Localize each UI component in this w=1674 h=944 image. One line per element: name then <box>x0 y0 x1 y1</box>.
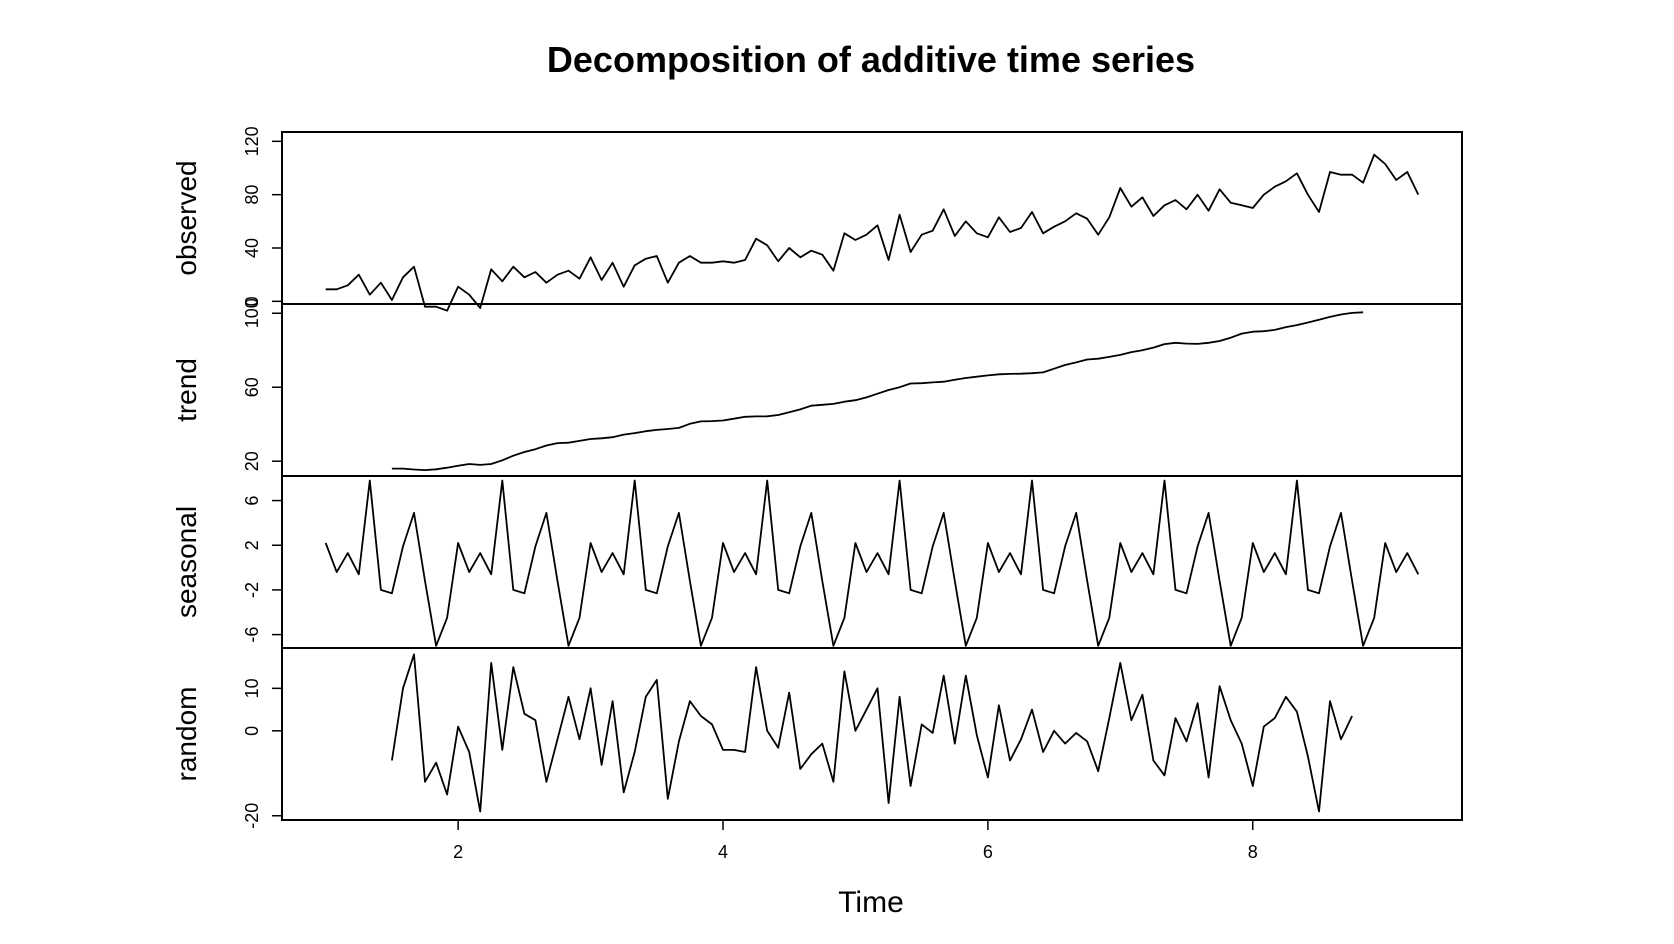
x-tick-label: 2 <box>453 842 463 862</box>
x-tick-label: 8 <box>1248 842 1258 862</box>
y-tick-label: 60 <box>242 377 262 397</box>
panel-random: -20 0 10 random <box>171 647 1463 829</box>
panel-trend: 20 60 100 trend <box>171 298 1463 477</box>
y-tick-label: 6 <box>242 496 262 506</box>
panel-label-seasonal: seasonal <box>171 506 202 618</box>
y-tick-label: 40 <box>242 238 262 258</box>
x-axis: 2 4 6 8 <box>453 819 1258 862</box>
y-tick-label: 80 <box>242 185 262 205</box>
panel-frame-observed <box>281 131 1463 305</box>
series-line-trend <box>391 311 1364 472</box>
x-tick-label: 4 <box>718 842 728 862</box>
panel-frame-random <box>281 647 1463 821</box>
panel-label-observed: observed <box>171 160 202 275</box>
y-tick-label: 2 <box>242 540 262 550</box>
chart-title: Decomposition of additive time series <box>547 39 1195 80</box>
x-tick-label: 6 <box>983 842 993 862</box>
y-tick-label: 0 <box>242 296 262 306</box>
panel-observed: 0 40 80 120 observed <box>171 126 1463 312</box>
panel-label-trend: trend <box>171 358 202 422</box>
panels-layer: 04080120observed2060100trend-6-226season… <box>171 126 1463 829</box>
y-tick-label: 0 <box>242 726 262 736</box>
y-tick-label: 100 <box>242 298 262 328</box>
panel-label-random: random <box>171 687 202 782</box>
y-tick-label: 20 <box>242 451 262 471</box>
series-line-random <box>391 653 1353 813</box>
y-tick-label: 120 <box>242 126 262 156</box>
series-line-observed <box>325 153 1420 312</box>
y-tick-label: 10 <box>242 678 262 698</box>
panel-seasonal: -6 -2 2 6 seasonal <box>171 475 1463 649</box>
series-line-seasonal <box>324 479 1420 647</box>
y-tick-label: -20 <box>242 803 262 829</box>
x-axis-label: Time <box>838 886 904 919</box>
y-tick-label: -2 <box>242 582 262 598</box>
panel-frame-trend <box>281 303 1463 477</box>
y-tick-label: -6 <box>242 627 262 643</box>
